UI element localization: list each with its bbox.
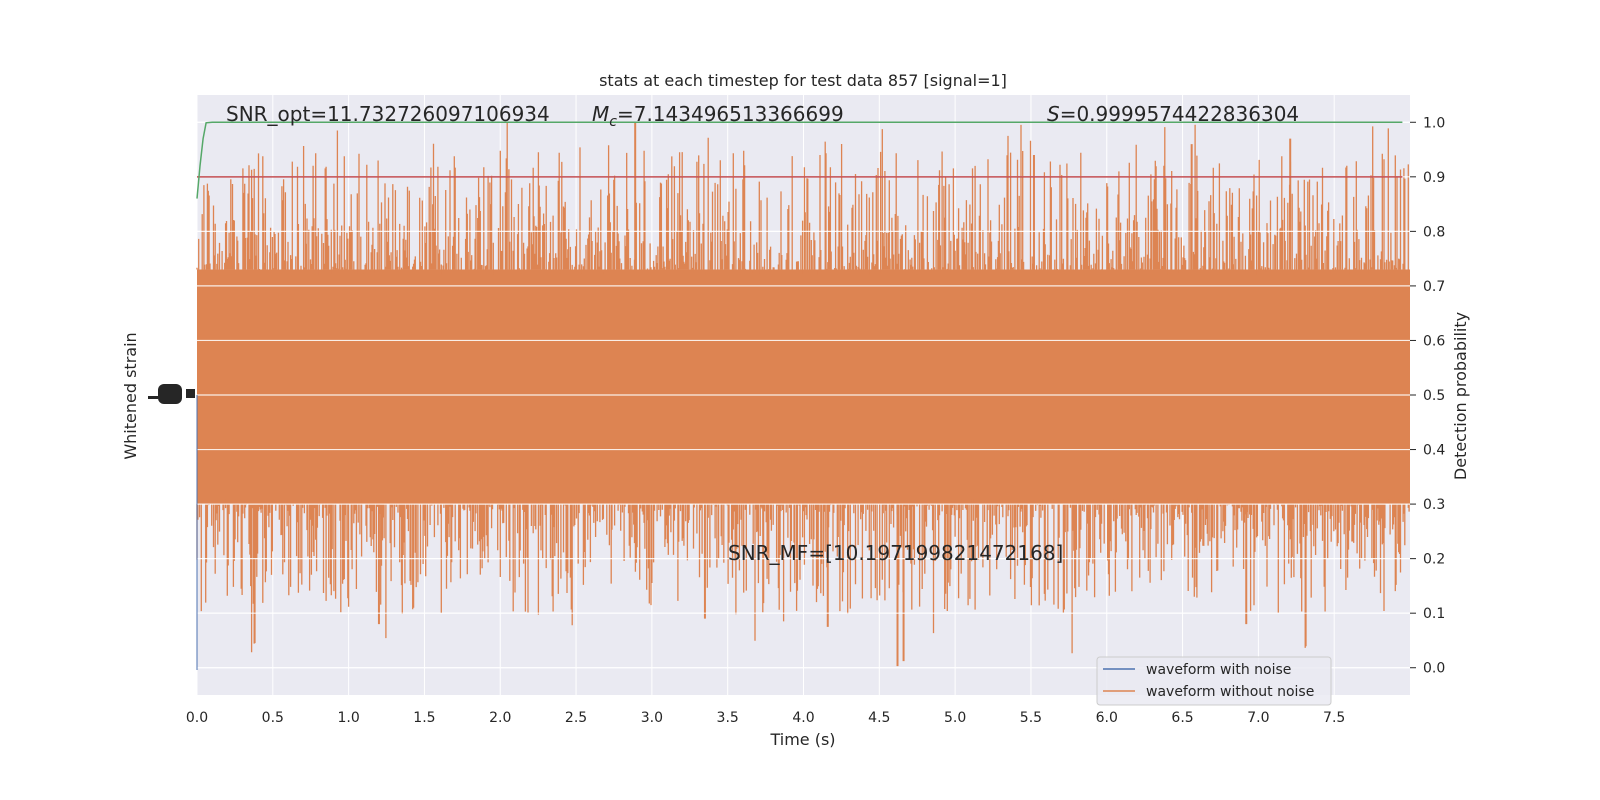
left-tick-mark — [186, 389, 195, 398]
x-tick-label: 7.5 — [1323, 710, 1345, 726]
x-tick-label: 3.5 — [717, 710, 739, 726]
x-tick-label: 1.0 — [337, 710, 359, 726]
x-axis-label: Time (s) — [769, 730, 835, 749]
x-tick-labels: 0.0 0.5 1.0 1.5 2.0 2.5 3.0 3.5 4.0 4.5 5.0 5.5 6.0 6… — [186, 710, 1345, 726]
x-tick-label: 6.0 — [1096, 710, 1118, 726]
y-tick-label: 0.3 — [1423, 497, 1445, 513]
chirp-mass-subscript: c — [609, 114, 617, 130]
right-y-axis-label: Detection probability — [1451, 312, 1470, 480]
legend-label-with-noise: waveform with noise — [1146, 662, 1291, 678]
legend-box — [1096, 656, 1332, 706]
y-right-tick-labels: 0.0 0.1 0.2 0.3 0.4 0.5 0.6 0.7 0.8 0.9 1.0 — [1410, 115, 1445, 677]
y-tick-label: 0.0 — [1423, 661, 1445, 677]
legend: waveform with noise waveform without noi… — [1096, 656, 1332, 706]
noise-upper-spikes — [196, 122, 1410, 275]
x-tick-label: 3.0 — [641, 710, 663, 726]
chirp-mass-value: =7.143496513366699 — [617, 102, 844, 126]
y-tick-label: 0.7 — [1423, 279, 1445, 295]
x-tick-label: 0.0 — [186, 710, 208, 726]
score-annotation: S=0.9999574422836304 — [1047, 102, 1299, 126]
x-tick-label: 4.0 — [792, 710, 814, 726]
waveform-without-noise-spikes — [196, 122, 1410, 667]
x-tick-label: 6.5 — [1171, 710, 1193, 726]
noise-core — [197, 269, 1410, 505]
y-tick-label: 0.5 — [1423, 388, 1445, 404]
score-symbol: S — [1047, 102, 1060, 126]
x-tick-label: 2.5 — [565, 710, 587, 726]
x-tick-label: 1.5 — [413, 710, 435, 726]
chirp-mass-symbol: M — [592, 102, 609, 126]
chart-title: stats at each timestep for test data 857… — [599, 71, 1007, 90]
y-tick-label: 0.2 — [1423, 552, 1445, 568]
chirp-mass-annotation: Mc=7.143496513366699 — [592, 102, 844, 130]
left-tick-cluster — [158, 384, 182, 404]
left-axis-ticks — [148, 384, 195, 404]
x-tick-label: 4.5 — [868, 710, 890, 726]
y-tick-label: 0.9 — [1423, 170, 1445, 186]
score-value: =0.9999574422836304 — [1060, 102, 1299, 126]
x-tick-label: 5.5 — [1020, 710, 1042, 726]
left-tick-dash — [148, 396, 158, 399]
y-tick-label: 0.8 — [1423, 224, 1445, 240]
x-tick-label: 0.5 — [262, 710, 284, 726]
x-tick-label: 2.0 — [489, 710, 511, 726]
y-tick-label: 0.6 — [1423, 333, 1445, 349]
x-tick-label: 7.0 — [1247, 710, 1269, 726]
snr-mf-annotation: SNR_MF=[10.197199821472168] — [728, 541, 1063, 565]
waveform-without-noise-band — [197, 269, 1410, 505]
snr-opt-annotation: SNR_opt=11.732726097106934 — [226, 102, 550, 126]
x-tick-label: 5.0 — [944, 710, 966, 726]
y-tick-label: 0.1 — [1423, 606, 1445, 622]
y-tick-label: 1.0 — [1423, 115, 1445, 131]
y-tick-label: 0.4 — [1423, 443, 1445, 459]
legend-label-without-noise: waveform without noise — [1146, 684, 1314, 700]
detection-probability-line — [196, 121, 1403, 199]
left-y-axis-label: Whitened strain — [121, 332, 140, 459]
